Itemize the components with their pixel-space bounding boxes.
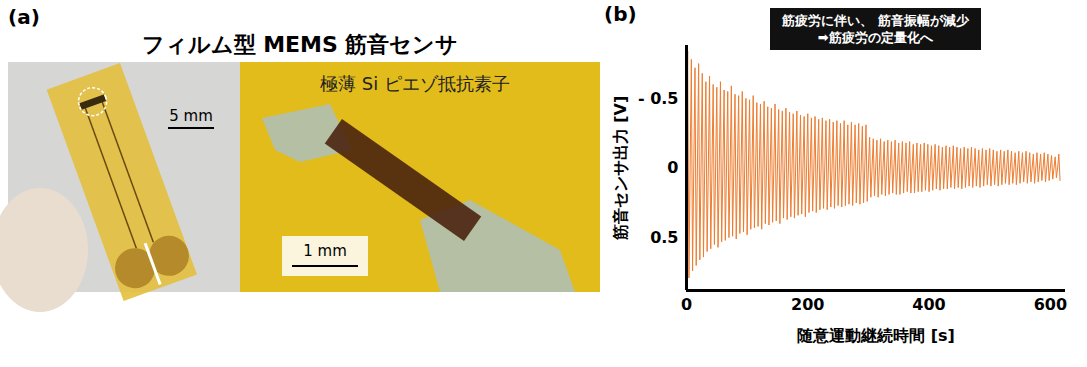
- svg-text:600: 600: [1034, 295, 1067, 314]
- svg-text:1 mm: 1 mm: [303, 242, 347, 260]
- svg-text:0: 0: [667, 158, 678, 177]
- svg-text:- 0.5: - 0.5: [638, 89, 679, 108]
- svg-text:筋音センサ出力 [V]: 筋音センサ出力 [V]: [611, 96, 630, 242]
- svg-text:200: 200: [791, 295, 824, 314]
- html-text:(b): (b): [604, 2, 637, 26]
- html-text:筋疲労に伴い、 筋音振幅が減少: 筋疲労に伴い、 筋音振幅が減少: [782, 13, 969, 28]
- svg-text:0: 0: [681, 295, 692, 314]
- svg-text:400: 400: [912, 295, 945, 314]
- html-text:➡筋疲労の定量化へ: ➡筋疲労の定量化へ: [817, 30, 933, 45]
- svg-text:5 mm: 5 mm: [169, 107, 213, 125]
- svg-text:(a): (a): [8, 5, 40, 29]
- svg-text:0.5: 0.5: [650, 228, 678, 247]
- svg-text:随意運動継続時間 [s]: 随意運動継続時間 [s]: [797, 326, 955, 345]
- svg-text:フィルム型 MEMS 筋音センサ: フィルム型 MEMS 筋音センサ: [142, 32, 459, 57]
- svg-text:極薄 Si ピエゾ抵抗素子: 極薄 Si ピエゾ抵抗素子: [320, 73, 510, 94]
